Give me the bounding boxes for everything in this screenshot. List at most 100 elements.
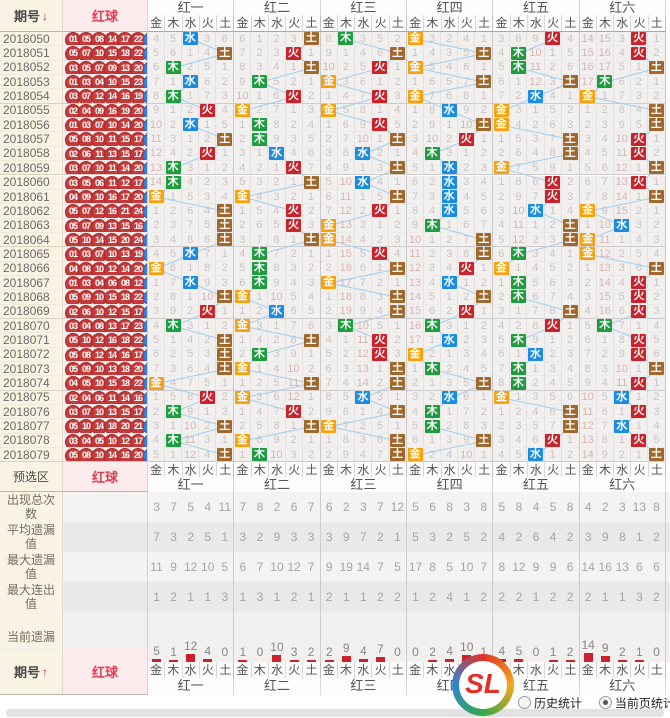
blue-ball (143, 333, 147, 347)
miss-count: 2 (567, 262, 574, 275)
chart-cell: 5 (458, 376, 476, 391)
miss-count: 5 (152, 448, 160, 461)
chart-cell: 1 (216, 305, 234, 319)
horizontal-scrollbar[interactable] (6, 709, 664, 717)
chart-cell: 4 (544, 376, 562, 391)
legend: 历史统计 当前页统计 (518, 694, 670, 712)
element-hit-block: 火 (372, 60, 388, 74)
miss-count: 7 (204, 247, 211, 260)
group-cells: 12 3 4 火 1 (406, 261, 494, 276)
miss-count: 5 (359, 61, 366, 74)
element-hit-block: 火 (199, 390, 215, 404)
miss-count: 7 (342, 420, 349, 433)
group-cells: 5 2 12 火 3 (320, 347, 407, 363)
chart-cell: 土 (216, 419, 234, 434)
miss-count: 3 (601, 362, 608, 375)
stat-value: 3 (359, 500, 367, 514)
current-miss-value: 1 (636, 645, 643, 659)
chart-cell: 5 (268, 376, 286, 391)
chart-cell: 4 (406, 146, 425, 162)
miss-count: 4 (204, 47, 211, 60)
group-cells: 12 7 水 1 4 (579, 419, 666, 434)
chart-cell: 9 (527, 32, 545, 47)
current-miss-cell: 14 (580, 612, 597, 662)
chart-cell: 1 (424, 161, 442, 176)
miss-count: 6 (584, 176, 591, 189)
element-hit-block: 土 (389, 304, 405, 318)
element-hit-block: 水 (182, 32, 198, 46)
current-miss-bar (565, 660, 575, 662)
miss-count: 2 (549, 219, 556, 232)
chart-cell: 土 (475, 433, 493, 449)
chart-cell: 2 (320, 448, 338, 463)
element-column-header: 火 (372, 462, 390, 477)
stat-group: 8 12 9 9 6 (493, 552, 580, 582)
element-column-header: 火 (545, 462, 563, 477)
chart-cell: 4 (544, 89, 562, 104)
miss-count: 5 (221, 118, 228, 131)
stat-value: 6 (429, 500, 436, 514)
stat-value: 3 (429, 530, 436, 544)
miss-count: 1 (221, 61, 228, 74)
history-stats-radio[interactable] (518, 696, 531, 710)
miss-count: 7 (411, 190, 419, 203)
chart-cell: 3 (165, 132, 183, 147)
miss-count: 4 (549, 377, 556, 390)
miss-count: 1 (567, 319, 574, 332)
miss-count: 7 (187, 219, 194, 232)
chart-cell: 1 (527, 218, 545, 233)
miss-count: 2 (515, 405, 522, 418)
table-row: 2018059 03 07 10 11 14 20 13 木 3 1 2 4 2 1 火 7 4 9 1 3 土 5 1 水 2 3… (0, 161, 670, 176)
chart-cell: 水 (441, 275, 459, 291)
miss-count: 3 (290, 32, 297, 45)
chart-cell: 6 (424, 304, 442, 319)
chart-cell: 6 (337, 405, 355, 420)
chart-cell: 7 (596, 419, 614, 434)
chart-cell: 土 (647, 362, 665, 377)
miss-count: 10 (615, 362, 628, 375)
chart-cell: 木 (165, 60, 183, 76)
chart-cell: 2 (647, 46, 665, 61)
miss-count: 11 (357, 334, 369, 347)
element-hit-block: 火 (631, 433, 647, 447)
chart-cell: 10 (579, 390, 597, 406)
chart-cell: 火 (199, 304, 217, 319)
miss-count: 3 (584, 133, 591, 146)
miss-count: 3 (618, 32, 625, 45)
current-miss-cell: 4 (199, 612, 216, 662)
footer-period-header[interactable]: 期号 ↑ (0, 648, 63, 695)
miss-count: 3 (446, 377, 453, 390)
element-column-header: 金 (579, 662, 597, 678)
miss-count: 6 (532, 290, 539, 303)
miss-count: 1 (376, 219, 383, 232)
chart-cell: 火 (544, 319, 562, 334)
chart-cell: 1 (302, 75, 320, 90)
element-hit-block: 金 (493, 390, 509, 404)
miss-count: 3 (170, 362, 177, 375)
element-hit-block: 金 (580, 89, 596, 103)
chart-cell: 火 (371, 60, 389, 76)
current-miss-value: 1 (170, 645, 177, 659)
miss-count: 5 (601, 147, 608, 160)
current-page-stats-radio[interactable] (598, 696, 612, 710)
period-header[interactable]: 期号 ↓ (0, 0, 63, 32)
miss-count: 3 (601, 118, 608, 131)
chart-cell: 火 (544, 32, 562, 47)
group-cells: 16 17 5 1 土 (579, 60, 666, 76)
chart-cell: 1 (493, 175, 511, 190)
miss-count: 3 (394, 348, 401, 361)
chart-cell: 木 (510, 333, 528, 348)
element-column-header: 金 (493, 15, 511, 31)
chart-cell: 5 (424, 60, 442, 76)
group-cells: 3 1 10 2 土 (148, 419, 235, 434)
stat-value: 2 (290, 590, 298, 604)
period-cell: 2018074 (0, 376, 63, 391)
chart-cell: 木 (424, 319, 442, 334)
chart-cell: 土 (388, 304, 406, 319)
